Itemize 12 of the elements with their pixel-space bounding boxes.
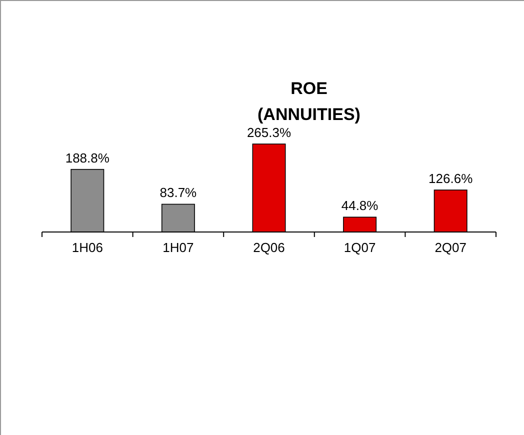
data-label: 126.6% (428, 171, 474, 186)
x-tick-label: 2Q07 (434, 240, 467, 255)
data-label: 188.8% (65, 150, 110, 166)
chart-title: ROE (290, 79, 328, 98)
x-tick-label: 1Q07 (344, 240, 376, 255)
data-label: 44.8% (341, 198, 379, 214)
chart-subtitle: (ANNUITIES) (258, 105, 360, 124)
x-tick-label: 1H06 (72, 240, 103, 255)
x-tick-label: 2Q06 (253, 240, 285, 255)
data-label: 265.3% (246, 125, 292, 140)
data-label: 83.7% (160, 185, 198, 200)
x-tick-label: 1H07 (162, 240, 194, 255)
